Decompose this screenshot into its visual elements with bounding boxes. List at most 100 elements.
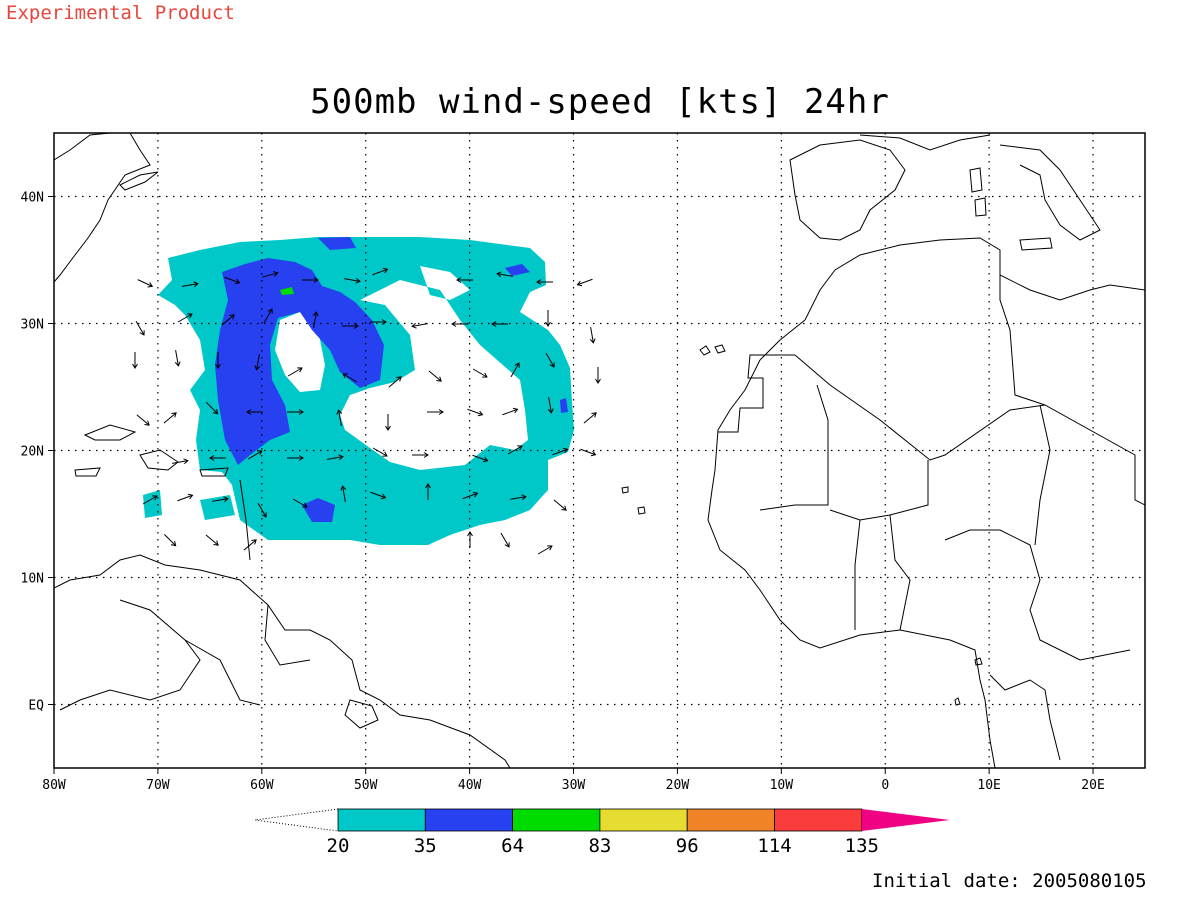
wind-arrow-icon — [336, 409, 343, 426]
wind-arrow-icon — [327, 454, 344, 461]
wind-arrow-icon — [510, 362, 520, 378]
colorbar-label: 114 — [757, 835, 791, 857]
initial-date-label: Initial date: 2005080105 — [872, 870, 1147, 892]
wind-arrow-icon — [451, 321, 468, 327]
wind-arrow-icon — [344, 277, 361, 284]
lon-tick-label: 40W — [458, 778, 482, 793]
lon-tick-label: 50W — [354, 778, 378, 793]
wind-arrow-icon — [205, 401, 219, 415]
wind-arrow-icon — [502, 407, 519, 416]
wind-arrow-icon — [412, 452, 429, 458]
wind-arrow-icon — [174, 350, 181, 367]
wind-arrow-icon — [209, 455, 226, 461]
wind-arrow-icon — [205, 534, 219, 546]
wind-arrow-icon — [142, 495, 158, 505]
wind-arrow-icon — [372, 267, 389, 276]
amazon-delta — [344, 699, 379, 729]
wind-arrow-icon — [287, 409, 304, 415]
wind-arrow-icon — [292, 498, 308, 508]
wind-arrow-icon — [262, 271, 279, 278]
wind-arrow-icon — [500, 532, 510, 548]
gulf-of-guinea-islands — [954, 657, 983, 706]
colorbar: 20 35 64 83 96 114 135 — [254, 808, 950, 857]
wind-arrow-icon — [342, 323, 359, 329]
lon-tick-label: 20W — [666, 778, 690, 793]
lon-tick-label: 20E — [1081, 778, 1104, 793]
wind-arrow-icon — [472, 368, 488, 378]
wind-arrow-icon — [472, 454, 489, 463]
wind-arrow-icon — [510, 494, 527, 501]
colorbar-label: 35 — [414, 835, 437, 857]
wind-arrow-icon — [177, 313, 193, 323]
wind-arrow-icon — [136, 414, 150, 426]
lat-tick-label: 10N — [21, 572, 44, 587]
wind-arrow-icon — [221, 314, 235, 326]
lon-tick-label: 10W — [770, 778, 794, 793]
lat-tick-label: 40N — [21, 191, 44, 206]
wind-arrow-icon — [553, 499, 567, 511]
wind-arrow-icon — [340, 485, 347, 502]
wind-arrow-icon — [467, 531, 473, 548]
wind-arrow-icon — [246, 409, 263, 415]
wind-arrow-icon — [254, 354, 261, 371]
wind-arrow-icon — [427, 409, 444, 415]
wind-arrow-icon — [215, 352, 221, 369]
greater-antilles — [74, 424, 229, 477]
wind-arrow-icon — [212, 496, 229, 503]
wind-arrow-icon — [287, 367, 303, 377]
wind-arrow-icon — [370, 319, 387, 325]
wind-arrow-icon — [547, 397, 554, 414]
wind-arrow-icon — [135, 320, 145, 336]
wind-arrow-icon — [576, 278, 593, 287]
colorbar-segment — [424, 808, 513, 832]
south-america-coast — [54, 554, 511, 768]
wind-arrow-icon — [172, 458, 189, 465]
wind-arrow-icon — [247, 450, 263, 460]
wind-arrow-icon — [537, 545, 553, 555]
lat-tick-label: 20N — [21, 445, 44, 460]
wind-arrow-icon — [545, 310, 551, 327]
wind-arrow-icon — [411, 322, 428, 329]
wind-arrow-icon — [491, 321, 508, 327]
colorbar-label: 64 — [501, 835, 524, 857]
north-america-coast — [54, 133, 151, 283]
lat-tick-label: 30N — [21, 318, 44, 333]
wind-arrow-icon — [263, 308, 273, 324]
south-america-interior-borders — [59, 599, 311, 711]
colorbar-label: 20 — [327, 835, 350, 857]
wind-arrow-icon — [287, 455, 304, 461]
wind-arrow-icon — [467, 408, 484, 417]
wind-speed-shading — [143, 237, 574, 545]
lon-tick-label: 70W — [146, 778, 170, 793]
wind-arrow-icon — [388, 376, 402, 388]
north-africa-coast — [804, 237, 1145, 321]
lon-tick-label: 80W — [42, 778, 66, 793]
wind-arrow-icon — [132, 352, 138, 369]
wind-arrow-icon — [177, 493, 194, 502]
colorbar-segment — [337, 808, 426, 832]
colorbar-segment — [599, 808, 688, 832]
wind-arrow-icon — [496, 271, 513, 278]
wind-arrow-icon — [243, 539, 257, 551]
shade-35-64-south-patch — [302, 498, 335, 522]
colorbar-segment — [774, 808, 863, 832]
map-gridlines — [54, 133, 1145, 768]
wind-arrow-icon — [595, 367, 601, 384]
wind-arrow-icon — [545, 352, 555, 368]
shade-64-83-patch — [280, 287, 294, 295]
nova-scotia-coast — [119, 171, 159, 191]
lon-tick-label: 0 — [881, 778, 889, 793]
shade-35-64-rim-patch — [560, 398, 568, 413]
wind-arrow-icon — [163, 533, 177, 547]
wind-arrow-icon — [425, 483, 431, 500]
wind-arrow-icon — [456, 277, 473, 283]
map-title: 500mb wind-speed [kts] 24hr — [310, 82, 890, 122]
wind-arrow-icon — [507, 445, 523, 455]
western-europe-coast — [859, 134, 1101, 241]
wind-arrow-icon — [580, 448, 597, 457]
lat-tick-label: EQ — [28, 699, 44, 714]
cape-verde-canaries — [621, 344, 726, 515]
colorbar-label: 83 — [588, 835, 611, 857]
lon-tick-label: 60W — [250, 778, 274, 793]
